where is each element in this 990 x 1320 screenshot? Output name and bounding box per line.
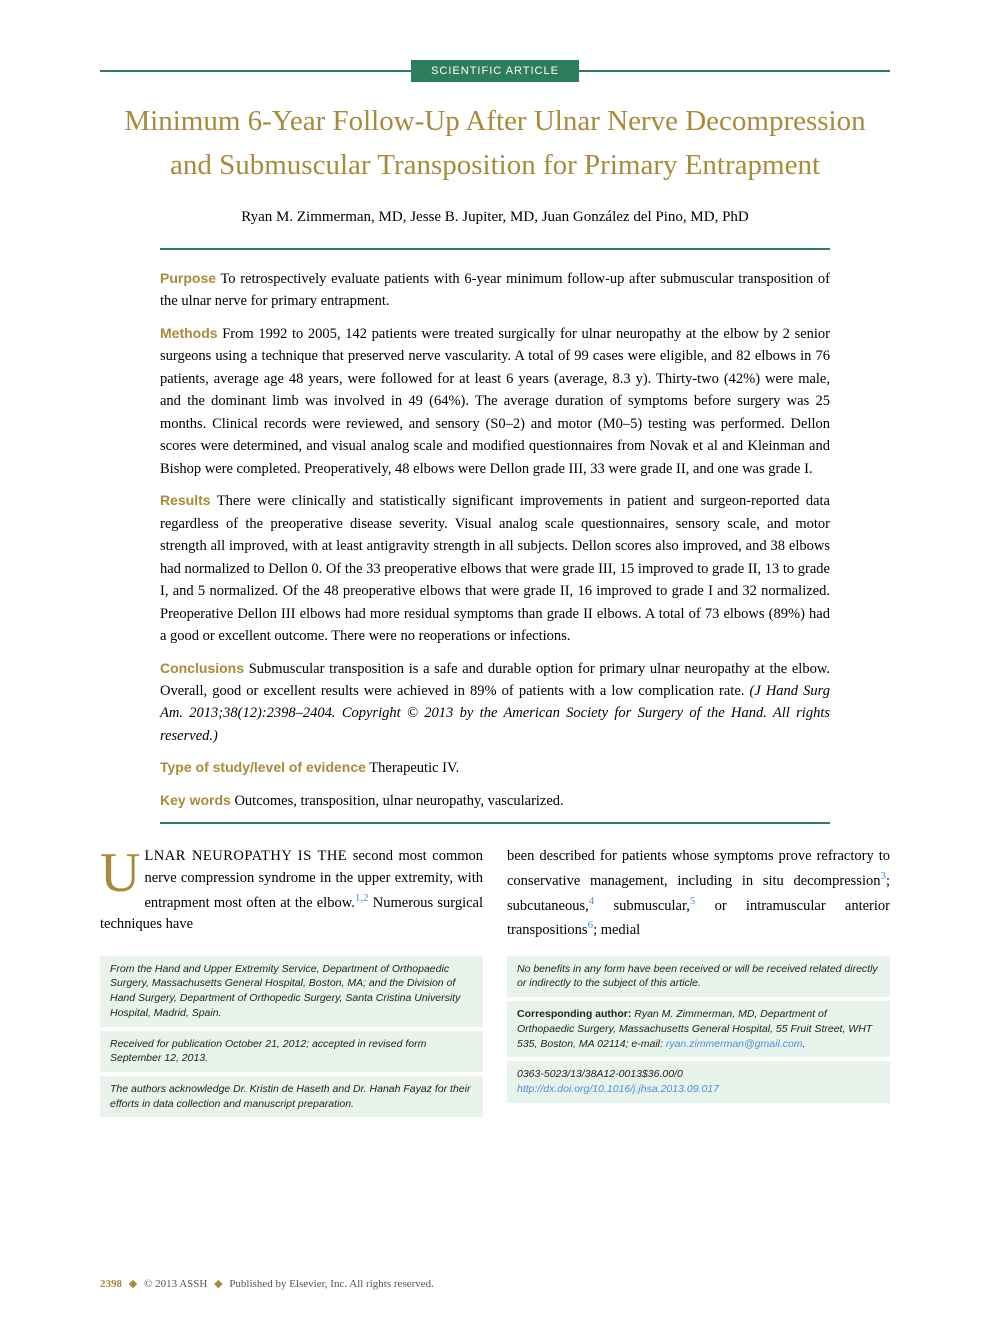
col2-text-6: ; medial — [593, 922, 640, 938]
purpose-text: To retrospectively evaluate patients wit… — [160, 271, 830, 309]
diamond-icon: ◆ — [214, 1278, 222, 1290]
header-rule-right — [579, 70, 890, 72]
affiliation-box: From the Hand and Upper Extremity Servic… — [100, 956, 483, 1027]
issn-line: 0363-5023/13/38A12-0013$36.00/0 — [517, 1067, 880, 1082]
issn-doi-box: 0363-5023/13/38A12-0013$36.00/0 http://d… — [507, 1061, 890, 1102]
acknowledge-box: The authors acknowledge Dr. Kristin de H… — [100, 1076, 483, 1117]
conclusions-label: Conclusions — [160, 660, 244, 676]
header-line: SCIENTIFIC ARTICLE — [100, 60, 890, 82]
abstract-evidence: Type of study/level of evidence Therapeu… — [160, 757, 830, 779]
header-rule-left — [100, 70, 411, 72]
body-column-left: ULNAR NEUROPATHY IS THE second most comm… — [100, 846, 483, 941]
abstract-keywords: Key words Outcomes, transposition, ulnar… — [160, 790, 830, 812]
methods-label: Methods — [160, 325, 218, 341]
diamond-icon: ◆ — [129, 1278, 137, 1290]
article-title: Minimum 6-Year Follow-Up After Ulnar Ner… — [100, 100, 890, 187]
corresponding-box: Corresponding author: Ryan M. Zimmerman,… — [507, 1001, 890, 1057]
abstract-purpose: Purpose To retrospectively evaluate pati… — [160, 268, 830, 313]
doi-link[interactable]: http://dx.doi.org/10.1016/j.jhsa.2013.09… — [517, 1082, 880, 1097]
page-number: 2398 — [100, 1278, 122, 1290]
body-column-right: been described for patients whose sympto… — [507, 846, 890, 941]
corresponding-label: Corresponding author: — [517, 1008, 631, 1020]
results-text: There were clinically and statistically … — [160, 493, 830, 644]
benefits-box: No benefits in any form have been receiv… — [507, 956, 890, 997]
intro-smallcaps: LNAR NEUROPATHY IS THE — [144, 848, 347, 864]
info-column-left: From the Hand and Upper Extremity Servic… — [100, 956, 483, 1118]
authors-line: Ryan M. Zimmerman, MD, Jesse B. Jupiter,… — [100, 209, 890, 226]
footer-publisher: Published by Elsevier, Inc. All rights r… — [229, 1278, 434, 1290]
keywords-text: Outcomes, transposition, ulnar neuropath… — [234, 793, 563, 809]
received-box: Received for publication October 21, 201… — [100, 1031, 483, 1072]
keywords-label: Key words — [160, 792, 231, 808]
abstract-block: Purpose To retrospectively evaluate pati… — [160, 268, 830, 812]
abstract-divider-top — [160, 248, 830, 250]
reference-link-1-2[interactable]: 1,2 — [355, 892, 369, 904]
footer-copyright: © 2013 ASSH — [144, 1278, 207, 1290]
abstract-divider-bottom — [160, 822, 830, 824]
conclusions-text: Submuscular transposition is a safe and … — [160, 661, 830, 699]
col2-text-4: submuscular, — [594, 897, 690, 913]
results-label: Results — [160, 492, 211, 508]
abstract-methods: Methods From 1992 to 2005, 142 patients … — [160, 323, 830, 480]
evidence-label: Type of study/level of evidence — [160, 759, 366, 775]
abstract-conclusions: Conclusions Submuscular transposition is… — [160, 658, 830, 748]
evidence-text: Therapeutic IV. — [369, 760, 459, 776]
corresponding-email-link[interactable]: ryan.zimmerman@gmail.com — [666, 1038, 803, 1050]
article-type-badge: SCIENTIFIC ARTICLE — [411, 60, 579, 82]
col2-italic: in situ — [742, 873, 784, 889]
page-footer: 2398 ◆ © 2013 ASSH ◆ Published by Elsevi… — [100, 1277, 434, 1290]
info-boxes-row: From the Hand and Upper Extremity Servic… — [100, 956, 890, 1118]
col2-text-2: decompression — [784, 873, 881, 889]
body-text-columns: ULNAR NEUROPATHY IS THE second most comm… — [100, 846, 890, 941]
info-column-right: No benefits in any form have been receiv… — [507, 956, 890, 1118]
dropcap-letter: U — [100, 846, 144, 898]
abstract-results: Results There were clinically and statis… — [160, 490, 830, 647]
methods-text: From 1992 to 2005, 142 patients were tre… — [160, 326, 830, 477]
purpose-label: Purpose — [160, 270, 216, 286]
